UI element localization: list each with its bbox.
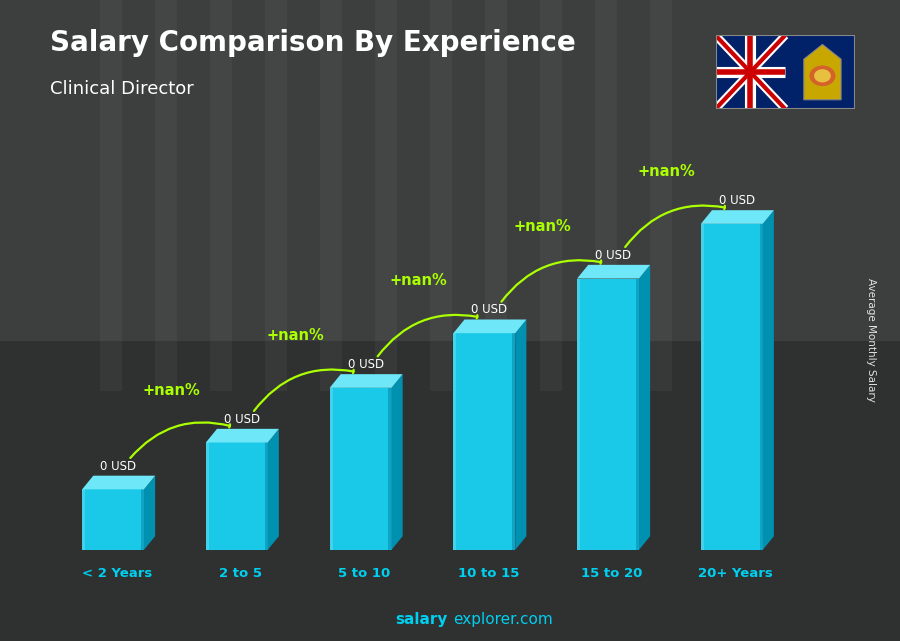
Bar	[320, 0, 342, 391]
Polygon shape	[760, 224, 763, 550]
Text: +nan%: +nan%	[266, 328, 324, 343]
Circle shape	[814, 69, 831, 83]
Text: +nan%: +nan%	[637, 164, 695, 179]
Bar	[485, 0, 507, 391]
Text: 0 USD: 0 USD	[224, 413, 260, 426]
Bar	[210, 0, 232, 391]
Polygon shape	[392, 374, 402, 550]
Text: 5 to 10: 5 to 10	[338, 567, 391, 581]
Text: 20+ Years: 20+ Years	[698, 567, 773, 581]
Bar	[595, 0, 617, 391]
Text: salary: salary	[395, 612, 447, 627]
Polygon shape	[141, 489, 144, 550]
Polygon shape	[577, 278, 580, 550]
Bar	[100, 0, 122, 391]
Polygon shape	[144, 476, 155, 550]
Polygon shape	[636, 278, 639, 550]
Polygon shape	[82, 476, 155, 489]
Bar	[430, 0, 452, 391]
Polygon shape	[577, 278, 639, 550]
Bar	[0, 341, 900, 641]
Text: 0 USD: 0 USD	[595, 249, 631, 262]
Polygon shape	[329, 388, 333, 550]
Text: +nan%: +nan%	[142, 383, 200, 397]
Polygon shape	[454, 319, 526, 333]
Polygon shape	[454, 333, 456, 550]
Polygon shape	[639, 265, 650, 550]
Text: 2 to 5: 2 to 5	[220, 567, 262, 581]
Polygon shape	[577, 265, 650, 278]
Polygon shape	[206, 429, 279, 442]
Text: Average Monthly Salary: Average Monthly Salary	[866, 278, 877, 402]
Polygon shape	[763, 210, 774, 550]
Text: 0 USD: 0 USD	[100, 460, 136, 472]
Polygon shape	[268, 429, 279, 550]
Polygon shape	[512, 333, 515, 550]
Polygon shape	[82, 489, 86, 550]
Text: Salary Comparison By Experience: Salary Comparison By Experience	[50, 29, 575, 57]
Text: 0 USD: 0 USD	[472, 303, 508, 317]
Polygon shape	[701, 210, 774, 224]
Circle shape	[809, 65, 835, 86]
Text: 0 USD: 0 USD	[719, 194, 755, 207]
Text: +nan%: +nan%	[390, 273, 447, 288]
Bar	[155, 0, 177, 391]
Bar	[650, 0, 672, 391]
Polygon shape	[206, 442, 268, 550]
Polygon shape	[701, 224, 763, 550]
Polygon shape	[701, 224, 704, 550]
Polygon shape	[804, 44, 842, 100]
Text: 10 to 15: 10 to 15	[457, 567, 519, 581]
Text: 0 USD: 0 USD	[347, 358, 383, 371]
Text: < 2 Years: < 2 Years	[82, 567, 152, 581]
Polygon shape	[515, 319, 526, 550]
Polygon shape	[329, 374, 402, 388]
Bar	[0, 0, 900, 341]
Bar	[375, 0, 397, 391]
Polygon shape	[454, 333, 515, 550]
Polygon shape	[329, 388, 392, 550]
Polygon shape	[82, 489, 144, 550]
Text: 15 to 20: 15 to 20	[581, 567, 643, 581]
Text: +nan%: +nan%	[514, 219, 572, 233]
Polygon shape	[389, 388, 392, 550]
Polygon shape	[265, 442, 268, 550]
Bar	[540, 0, 562, 391]
Bar	[265, 0, 287, 391]
Text: Clinical Director: Clinical Director	[50, 80, 194, 98]
Polygon shape	[206, 442, 209, 550]
Text: explorer.com: explorer.com	[453, 612, 553, 627]
